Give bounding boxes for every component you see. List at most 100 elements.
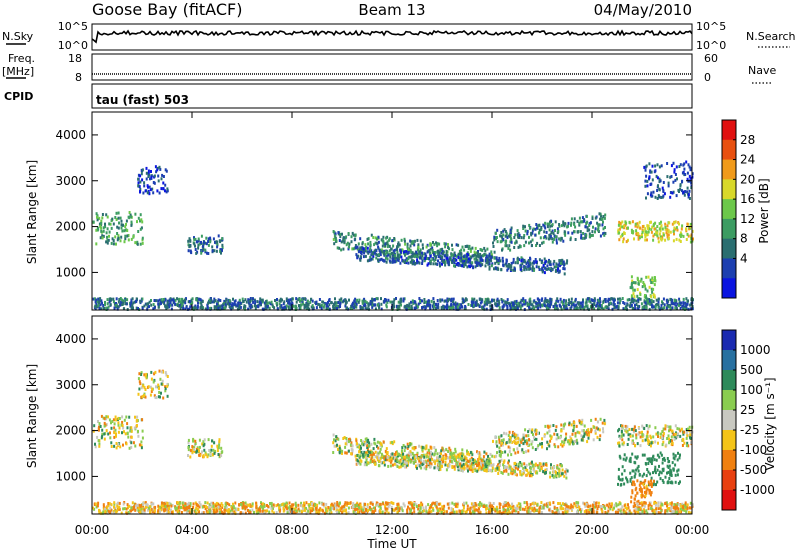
- heatmap-cell: [640, 298, 642, 301]
- heatmap-cell: [416, 239, 418, 242]
- heatmap-cell: [163, 298, 165, 301]
- heatmap-cell: [273, 306, 275, 309]
- heatmap-cell: [533, 228, 535, 231]
- heatmap-cell: [490, 469, 492, 472]
- heatmap-cell: [635, 229, 637, 232]
- heatmap-cell: [111, 227, 113, 230]
- heatmap-cell: [514, 470, 516, 473]
- heatmap-cell: [546, 307, 548, 310]
- heatmap-cell: [621, 430, 623, 433]
- heatmap-cell: [664, 226, 666, 229]
- heatmap-cell: [406, 462, 408, 465]
- heatmap-cell: [496, 229, 498, 232]
- heatmap-cell: [569, 422, 571, 425]
- heatmap-cell: [474, 257, 476, 260]
- heatmap-cell: [656, 189, 658, 192]
- heatmap-cell: [447, 243, 449, 246]
- heatmap-cell: [493, 236, 495, 239]
- heatmap-cell: [355, 455, 357, 458]
- heatmap-cell: [197, 306, 199, 309]
- heatmap-cell: [513, 448, 515, 451]
- heatmap-cell: [638, 427, 640, 430]
- heatmap-cell: [115, 243, 117, 246]
- heatmap-cell: [605, 306, 607, 309]
- heatmap-cell: [378, 457, 380, 460]
- heatmap-cell: [649, 221, 651, 224]
- heatmap-cell: [206, 252, 208, 255]
- heatmap-cell: [494, 257, 496, 260]
- heatmap-cell: [339, 304, 341, 307]
- heatmap-cell: [128, 238, 130, 241]
- heatmap-cell: [411, 242, 413, 245]
- heatmap-cell: [670, 426, 672, 429]
- heatmap-cell: [628, 433, 630, 436]
- heatmap-cell: [605, 300, 607, 303]
- heatmap-cell: [196, 240, 198, 243]
- heatmap-cell: [479, 298, 481, 301]
- heatmap-cell: [272, 303, 274, 306]
- heatmap-cell: [367, 305, 369, 308]
- heatmap-cell: [549, 298, 551, 301]
- heatmap-cell: [474, 251, 476, 254]
- heatmap-cell: [295, 305, 297, 308]
- heatmap-cell: [364, 300, 366, 303]
- heatmap-cell: [639, 473, 641, 476]
- heatmap-cell: [678, 298, 680, 301]
- heatmap-cell: [403, 444, 405, 447]
- heatmap-cell: [637, 282, 639, 285]
- heatmap-cell: [113, 223, 115, 226]
- heatmap-cell: [618, 221, 620, 224]
- heatmap-cell: [527, 434, 529, 437]
- heatmap-cell: [646, 424, 648, 427]
- heatmap-cell: [458, 264, 460, 267]
- heatmap-cell: [404, 456, 406, 459]
- heatmap-cell: [220, 252, 222, 255]
- heatmap-cell: [588, 224, 590, 227]
- heatmap-cell: [555, 235, 557, 238]
- heatmap-cell: [652, 471, 654, 474]
- heatmap-cell: [487, 258, 489, 261]
- heatmap-cell: [140, 373, 142, 376]
- heatmap-cell: [571, 217, 573, 220]
- heatmap-cell: [124, 240, 126, 243]
- heatmap-cell: [595, 227, 597, 230]
- heatmap-cell: [485, 298, 487, 301]
- heatmap-cell: [380, 297, 382, 300]
- heatmap-cell: [150, 170, 152, 173]
- heatmap-cell: [433, 466, 435, 469]
- heatmap-cell: [531, 440, 533, 443]
- heatmap-cell: [367, 238, 369, 241]
- heatmap-cell: [497, 240, 499, 243]
- heatmap-cell: [668, 477, 670, 480]
- heatmap-cell: [436, 244, 438, 247]
- heatmap-cell: [520, 245, 522, 248]
- heatmap-cell: [341, 450, 343, 453]
- heatmap-cell: [200, 302, 202, 305]
- heatmap-cell: [145, 373, 147, 376]
- heatmap-cell: [147, 184, 149, 187]
- heatmap-cell: [681, 224, 683, 227]
- heatmap-cell: [571, 232, 573, 235]
- heatmap-cell: [685, 297, 687, 300]
- heatmap-cell: [513, 246, 515, 249]
- heatmap-cell: [219, 239, 221, 242]
- nsearch-tick-bottom: 10^0: [696, 39, 726, 52]
- heatmap-cell: [555, 429, 557, 432]
- heatmap-cell: [555, 425, 557, 428]
- heatmap-cell: [407, 243, 409, 246]
- heatmap-cell: [684, 190, 686, 193]
- heatmap-cell: [389, 459, 391, 462]
- heatmap-cell: [671, 435, 673, 438]
- heatmap-cell: [392, 258, 394, 261]
- heatmap-cell: [373, 243, 375, 246]
- heatmap-cell: [516, 241, 518, 244]
- heatmap-cell: [642, 454, 644, 457]
- heatmap-cell: [400, 304, 402, 307]
- heatmap-cell: [187, 454, 189, 457]
- heatmap-cell: [353, 247, 355, 250]
- heatmap-cell: [364, 303, 366, 306]
- heatmap-cell: [593, 303, 595, 306]
- heatmap-cell: [537, 307, 539, 310]
- heatmap-cell: [220, 447, 222, 450]
- heatmap-cell: [652, 235, 654, 238]
